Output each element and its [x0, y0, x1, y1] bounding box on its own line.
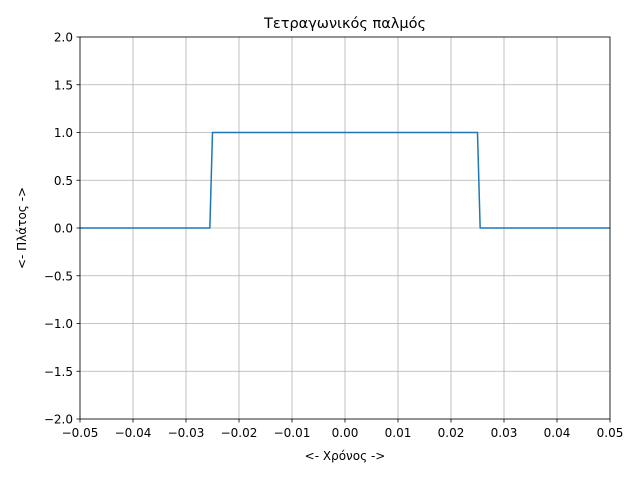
x-tick-label: −0.04 [115, 426, 152, 440]
x-tick-label: 0.05 [597, 426, 624, 440]
y-tick-label: 1.0 [54, 126, 73, 140]
x-axis-label: <- Χρόνος -> [305, 449, 386, 463]
y-tick-label: −0.5 [44, 269, 73, 283]
x-tick-label: 0.04 [544, 426, 571, 440]
x-tick-label: −0.02 [221, 426, 258, 440]
y-tick-label: 0.0 [54, 222, 73, 236]
y-tick-label: 2.0 [54, 31, 73, 45]
ticks: −0.05 −0.04 −0.03 −0.02 −0.01 0.00 0.01 0.02 0.0… [44, 31, 624, 441]
x-tick-label: −0.03 [168, 426, 205, 440]
x-tick-label: 0.01 [385, 426, 412, 440]
series-group [80, 131, 610, 229]
y-tick-label: 0.5 [54, 174, 73, 188]
x-tick-label: 0.03 [491, 426, 518, 440]
y-tick-label: −2.0 [44, 413, 73, 427]
y-tick-label: 1.5 [54, 78, 73, 92]
series-line [80, 131, 610, 229]
y-axis-label: <- Πλάτος -> [15, 187, 29, 269]
x-tick-label: −0.05 [62, 426, 99, 440]
chart-title: Τετραγωνικός παλμός [263, 16, 426, 32]
y-tick-label: −1.0 [44, 317, 73, 331]
x-tick-label: 0.02 [438, 426, 465, 440]
x-tick-label: −0.01 [274, 426, 311, 440]
y-tick-label: −1.5 [44, 365, 73, 379]
x-tick-label: 0.00 [332, 426, 359, 440]
